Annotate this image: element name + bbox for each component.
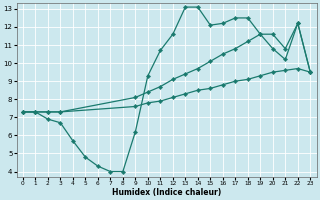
X-axis label: Humidex (Indice chaleur): Humidex (Indice chaleur) [112,188,221,197]
